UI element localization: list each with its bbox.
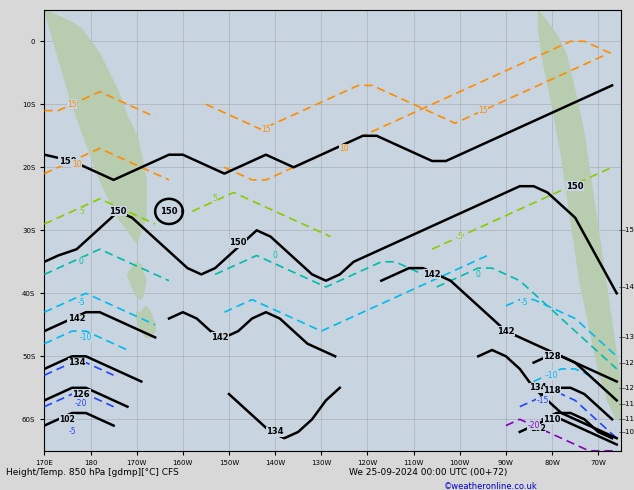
Text: 0: 0 <box>273 251 278 260</box>
Text: -10: -10 <box>80 333 92 342</box>
Text: -5: -5 <box>77 298 85 307</box>
Text: —110: —110 <box>619 416 634 422</box>
Text: -10: -10 <box>546 371 559 380</box>
Polygon shape <box>538 10 621 419</box>
Text: 142: 142 <box>211 333 229 342</box>
Text: —134: —134 <box>619 334 634 341</box>
Text: -20: -20 <box>75 399 87 408</box>
Polygon shape <box>100 145 105 151</box>
Text: 5: 5 <box>457 232 462 241</box>
Text: 142: 142 <box>424 270 441 279</box>
Text: —128: —128 <box>619 360 634 366</box>
Text: 15: 15 <box>67 100 77 109</box>
Text: 150: 150 <box>160 207 178 216</box>
Text: 128: 128 <box>543 352 561 361</box>
Text: -15: -15 <box>536 396 549 405</box>
Text: -5: -5 <box>68 427 76 437</box>
Text: 142: 142 <box>68 314 86 323</box>
Text: 150: 150 <box>230 239 247 247</box>
Text: Height/Temp. 850 hPa [gdmp][°C] CFS: Height/Temp. 850 hPa [gdmp][°C] CFS <box>6 468 179 477</box>
Text: 126: 126 <box>72 390 90 398</box>
Text: 15: 15 <box>261 125 271 134</box>
Text: 102: 102 <box>531 424 546 433</box>
Text: —150: —150 <box>619 227 634 233</box>
Text: 150: 150 <box>110 207 127 216</box>
Text: 150: 150 <box>566 182 584 191</box>
Text: 134: 134 <box>266 427 284 437</box>
Text: -20: -20 <box>527 421 540 430</box>
Text: —102: —102 <box>619 429 634 435</box>
Text: 0: 0 <box>79 257 84 266</box>
Text: 102: 102 <box>60 415 75 424</box>
Polygon shape <box>137 306 155 338</box>
Text: —118: —118 <box>619 400 634 407</box>
Text: 10: 10 <box>340 144 349 153</box>
Text: 150: 150 <box>59 156 76 166</box>
Text: —142: —142 <box>619 284 634 290</box>
Text: —126: —126 <box>619 385 634 391</box>
Text: -5: -5 <box>521 298 528 307</box>
Text: 15: 15 <box>478 106 488 115</box>
Text: We 25-09-2024 00:00 UTC (00+72): We 25-09-2024 00:00 UTC (00+72) <box>349 468 507 477</box>
Polygon shape <box>44 10 146 243</box>
Polygon shape <box>113 161 118 167</box>
Text: 134: 134 <box>529 383 547 392</box>
Text: 118: 118 <box>543 387 561 395</box>
Text: 134: 134 <box>68 358 86 367</box>
Text: 5: 5 <box>79 207 84 216</box>
Text: 0: 0 <box>476 270 481 279</box>
Text: 142: 142 <box>497 327 515 336</box>
Text: ©weatheronline.co.uk: ©weatheronline.co.uk <box>444 482 538 490</box>
Text: 5: 5 <box>213 195 217 203</box>
Text: 110: 110 <box>543 415 561 424</box>
Polygon shape <box>127 262 146 299</box>
Text: 10: 10 <box>72 160 82 169</box>
